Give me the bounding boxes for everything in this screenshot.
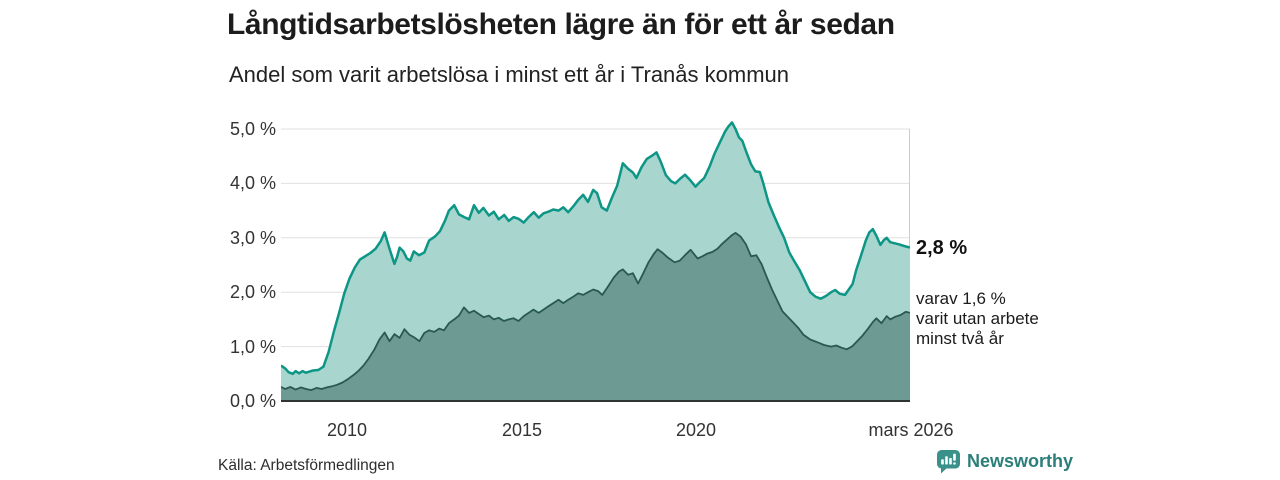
- y-tick-label: 4,0 %: [229, 173, 276, 193]
- x-tick-label: 2020: [675, 420, 717, 440]
- two-year-series-area: [281, 232, 910, 401]
- y-tick-label: 0,0 %: [229, 391, 276, 411]
- newsworthy-wordmark: Newsworthy: [967, 451, 1074, 471]
- chart-title: Långtidsarbetslösheten lägre än för ett …: [227, 8, 895, 41]
- series2-annotation-line2: varit utan arbete: [916, 309, 1039, 328]
- two-year-series-line: [281, 232, 910, 391]
- y-tick-label: 2,0 %: [229, 282, 276, 302]
- source-attribution: Källa: Arbetsförmedlingen: [218, 457, 395, 474]
- x-tick-label: 2015: [501, 420, 543, 440]
- total-series-line: [281, 121, 910, 376]
- chart-subtitle: Andel som varit arbetslösa i minst ett å…: [229, 62, 789, 87]
- newsworthy-bar-chart-bubble-icon: [937, 450, 960, 474]
- newsworthy-logo: Newsworthy: [936, 449, 1073, 474]
- series2-annotation-line1: varav 1,6 %: [916, 289, 1006, 308]
- x-tick-label: 2010: [326, 420, 368, 440]
- area-chart: [281, 121, 910, 402]
- series2-annotation: varav 1,6 % varit utan arbete minst två …: [916, 289, 1039, 349]
- series2-annotation-line3: minst två år: [916, 329, 1004, 348]
- y-tick-label: 5,0 %: [229, 119, 276, 139]
- series-end-value-label: 2,8 %: [916, 237, 968, 259]
- y-tick-label: 3,0 %: [229, 228, 276, 248]
- x-tick-label: mars 2026: [868, 420, 954, 440]
- y-tick-label: 1,0 %: [229, 337, 276, 357]
